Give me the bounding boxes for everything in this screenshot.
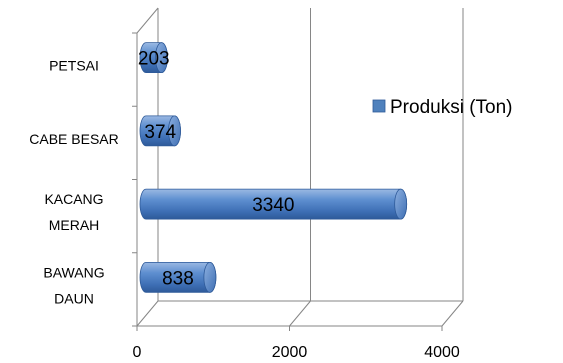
x-tick-labels: 0 2000 4000: [133, 344, 460, 361]
bar-cap: [394, 188, 408, 220]
floor-gridline-2000: [289, 300, 311, 327]
category-label-line: MERAH: [49, 217, 100, 233]
bar-cap: [203, 261, 217, 293]
category-label-line: KACANG: [44, 191, 103, 207]
bar-kacang-merah: [139, 188, 408, 220]
bar-cap: [168, 115, 181, 147]
legend: Produksi (Ton): [372, 97, 513, 118]
floor-depth-line: [136, 300, 159, 327]
gridlines: [289, 8, 464, 327]
bars: [139, 42, 408, 293]
bar-cabe-besar: [139, 115, 181, 147]
bar-petsai: [139, 42, 168, 74]
floor-gridline-4000: [441, 300, 464, 327]
x-tick-label: 2000: [272, 344, 308, 361]
category-label: CABE BESAR: [29, 131, 118, 147]
category-label-line: BAWANG: [43, 264, 104, 280]
depth-line-top: [136, 7, 159, 34]
legend-label: Produksi (Ton): [390, 97, 513, 118]
category-label-line: PETSAI: [49, 58, 99, 74]
data-label: 3340: [252, 195, 294, 216]
legend-swatch: [372, 99, 386, 113]
data-label: 838: [162, 268, 194, 289]
x-tick-label: 4000: [424, 344, 460, 361]
category-labels: BAWANG DAUN KACANG MERAH CABE BESAR PETSAI: [29, 58, 118, 307]
x-tick-label: 0: [133, 344, 142, 361]
bar-cap: [155, 42, 168, 74]
category-label-line: DAUN: [54, 290, 94, 306]
category-label: PETSAI: [49, 58, 99, 74]
category-label: BAWANG DAUN: [43, 264, 104, 306]
data-labels: 838 3340 374 203: [138, 49, 295, 290]
data-label: 374: [144, 122, 176, 143]
bar-bawang-daun: [139, 261, 217, 293]
category-label-line: CABE BESAR: [29, 131, 118, 147]
data-label: 203: [138, 49, 170, 70]
category-label: KACANG MERAH: [44, 191, 103, 233]
